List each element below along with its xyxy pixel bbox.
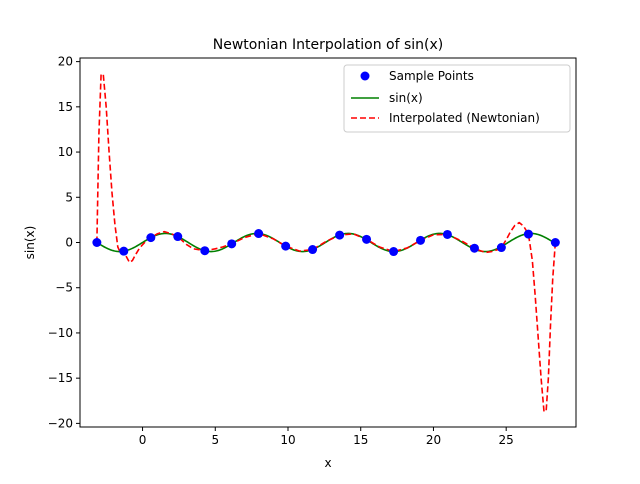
sample-point	[92, 238, 102, 247]
sample-point	[119, 246, 129, 256]
sample-point	[550, 238, 560, 247]
x-tick-label: 0	[139, 433, 147, 447]
y-axis: −20 −15 −10 −5 0 5 10 15 20	[48, 55, 80, 430]
legend: Sample Points sin(x) Interpolated (Newto…	[343, 64, 571, 133]
sample-point	[308, 245, 318, 255]
sample-point	[389, 247, 399, 257]
x-tick-label: 15	[353, 433, 368, 447]
plot-marks	[92, 73, 560, 413]
y-tick-label: 5	[65, 190, 73, 204]
legend-label-interpolated: Interpolated (Newtonian)	[389, 111, 540, 125]
y-axis-label: sin(x)	[23, 226, 37, 260]
legend-box	[343, 64, 571, 133]
x-axis-label: x	[324, 456, 331, 470]
sample-point	[227, 239, 237, 249]
sample-point	[335, 230, 345, 240]
sample-point	[469, 243, 479, 253]
y-tick-label: 15	[58, 100, 73, 114]
y-tick-label: −15	[48, 371, 73, 385]
legend-label-sin: sin(x)	[389, 91, 423, 105]
x-tick-label: 10	[280, 433, 295, 447]
x-tick-label: 25	[499, 433, 514, 447]
sample-point	[146, 233, 156, 243]
sample-point	[416, 235, 426, 245]
sample-point	[362, 234, 372, 244]
legend-label-sample-points: Sample Points	[389, 69, 474, 83]
y-tick-label: −20	[48, 416, 73, 430]
sample-point	[523, 229, 533, 239]
y-tick-label: −10	[48, 326, 73, 340]
x-tick-label: 20	[426, 433, 441, 447]
sample-point	[442, 229, 452, 239]
y-tick-label: 0	[65, 236, 73, 250]
chart-title: Newtonian Interpolation of sin(x)	[213, 37, 444, 53]
x-axis: 0 5 10 15 20 25	[139, 427, 514, 447]
y-tick-label: 20	[58, 55, 73, 69]
y-tick-label: −5	[55, 281, 73, 295]
sample-point	[496, 243, 506, 253]
series-sin-line	[96, 232, 556, 253]
series-interpolated-line	[96, 73, 557, 413]
sample-point	[200, 246, 210, 256]
sample-point	[173, 232, 183, 242]
sample-point	[254, 229, 264, 239]
legend-marker-sample-points	[360, 71, 370, 81]
sample-point	[281, 241, 291, 251]
x-tick-label: 5	[211, 433, 219, 447]
y-tick-label: 10	[58, 145, 73, 159]
